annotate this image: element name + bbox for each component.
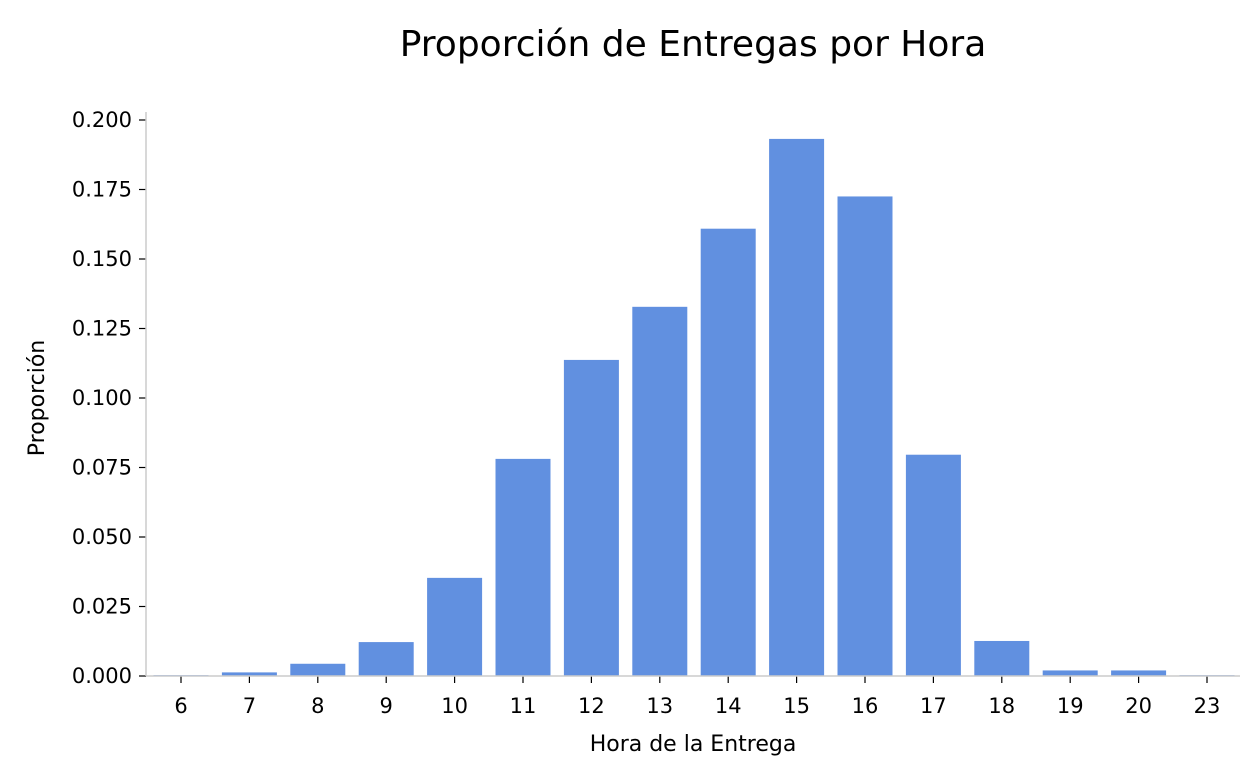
bar-hour-10 [427,577,483,676]
x-axis-label: Hora de la Entrega [590,732,797,757]
y-tick-label: 0.150 [72,247,132,271]
bar-hour-18 [974,640,1030,676]
y-tick-label: 0.050 [72,525,132,549]
bar-hour-11 [495,458,551,676]
x-tick-label: 6 [174,694,187,718]
y-tick-label: 0.200 [72,108,132,132]
bar-hour-12 [563,359,619,676]
x-tick-label: 16 [852,694,879,718]
bar-hour-9 [358,642,414,676]
y-tick-label: 0.175 [72,178,132,202]
x-tick-label: 7 [243,694,256,718]
bar-hour-19 [1042,670,1098,676]
y-tick-label: 0.100 [72,386,132,410]
x-tick-label: 10 [441,694,468,718]
bar-hour-20 [1111,670,1167,676]
y-axis: 0.000 0.025 0.050 0.075 0.100 0.125 0.150 0.175… [72,108,146,688]
x-tick-label: 14 [715,694,742,718]
bar-hour-7 [221,672,277,676]
bar-hour-16 [837,196,893,676]
x-tick-label: 11 [510,694,537,718]
y-tick-label: 0.125 [72,317,132,341]
y-tick-label: 0.075 [72,456,132,480]
bar-hour-14 [700,228,756,676]
y-tick-label: 0.000 [72,664,132,688]
x-tick-label: 17 [920,694,947,718]
x-tick-label: 19 [1057,694,1084,718]
chart-title: Proporción de Entregas por Hora [400,24,987,65]
x-tick-label: 18 [988,694,1015,718]
x-tick-label: 15 [783,694,810,718]
bar-hour-8 [290,663,346,676]
x-axis: 6 7 8 9 10 11 12 13 14 15 16 17 18 19 20 23 [174,676,1220,718]
x-tick-label: 9 [380,694,393,718]
x-tick-label: 20 [1125,694,1152,718]
bar-hour-15 [769,138,825,677]
x-tick-label: 23 [1194,694,1221,718]
bars-group [153,138,1235,677]
bar-hour-13 [632,306,688,676]
x-tick-label: 13 [646,694,673,718]
y-axis-label: Proporción [25,340,50,457]
y-tick-label: 0.025 [72,595,132,619]
x-tick-label: 12 [578,694,605,718]
x-tick-label: 8 [311,694,324,718]
bar-hour-17 [905,454,961,676]
